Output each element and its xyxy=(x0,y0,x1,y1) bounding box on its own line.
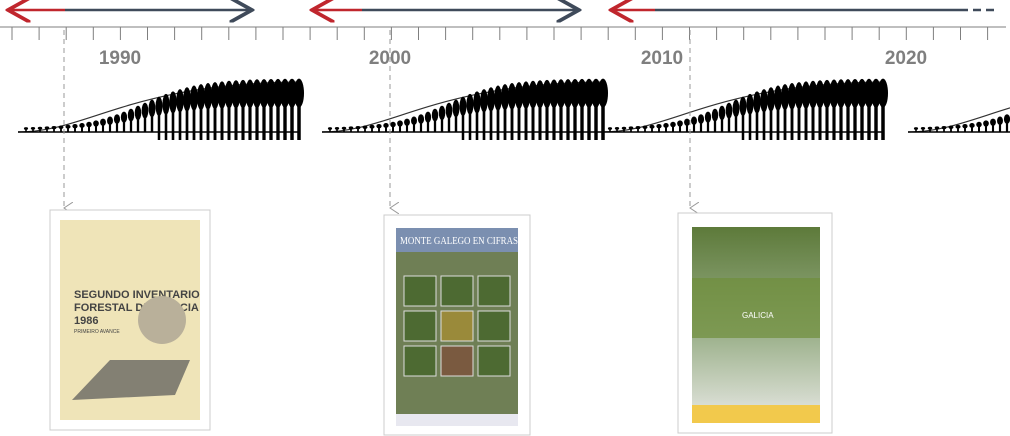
cover: GALICIA xyxy=(677,212,833,434)
time-axis xyxy=(0,26,1006,40)
cover-subtitle: PRIMEIRO AVANCE xyxy=(74,329,120,335)
cover-title: SEGUNDO INVENTARIO xyxy=(74,289,200,301)
cover-title: 1986 xyxy=(74,315,98,327)
year-label: 2010 xyxy=(641,48,683,69)
cover: MONTE GALEGO EN CIFRAS xyxy=(383,214,531,436)
forest-growth xyxy=(16,76,1010,142)
pointers xyxy=(64,30,690,208)
cover-title: GALICIA xyxy=(742,311,774,320)
cover: SEGUNDO INVENTARIO FORESTAL DE GALICIA 1… xyxy=(49,209,211,431)
year-label: 1990 xyxy=(99,48,141,69)
cover-title: MONTE GALEGO EN CIFRAS xyxy=(400,236,518,247)
year-label: 2020 xyxy=(885,48,927,69)
